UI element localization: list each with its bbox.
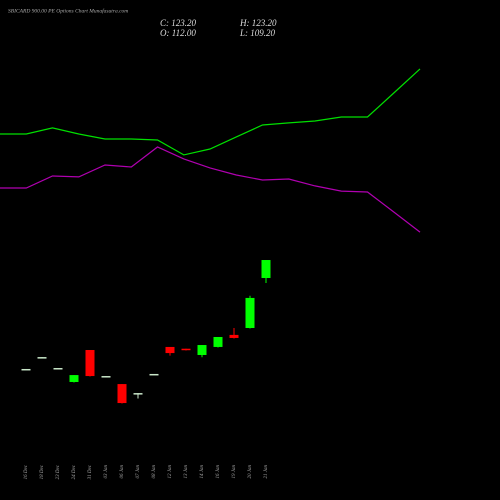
low-label: L: 109.20 (239, 28, 276, 38)
candle-body (181, 348, 191, 351)
indicator-line (0, 146, 421, 233)
candle-body (245, 297, 255, 328)
x-tick-label: 06 Jan (120, 465, 125, 479)
candle-body (69, 375, 79, 382)
indicator-line (0, 68, 421, 156)
x-tick-label: 21 Jan (264, 465, 269, 479)
candle-body (117, 384, 127, 404)
x-tick-label: 03 Jan (104, 465, 109, 479)
candle-body (213, 336, 223, 347)
candle-body (21, 368, 31, 371)
x-tick-label: 16 Jan (216, 465, 221, 479)
candle-body (197, 345, 207, 355)
candle-body (53, 368, 63, 370)
x-tick-label: 16 Dec (24, 464, 29, 479)
x-tick-label: 08 Jan (152, 465, 157, 479)
candle-body (85, 350, 95, 377)
x-tick-label: 19 Jan (232, 465, 237, 479)
x-tick-label: 18 Dec (40, 464, 45, 479)
candle-body (229, 334, 239, 338)
candle-body (165, 346, 175, 354)
chart-title: SBICARD 900.00 PE Options Chart Munafasu… (8, 7, 128, 14)
candle-body (261, 260, 271, 279)
candle-body (149, 373, 159, 376)
high-label: H: 123.20 (239, 18, 277, 28)
x-tick-label: 20 Jan (248, 465, 253, 479)
candle-body (101, 376, 111, 378)
close-label: C: 123.20 (160, 18, 197, 28)
x-tick-label: 07 Jan (136, 465, 141, 479)
candle-body (133, 393, 143, 395)
x-tick-label: 12 Jan (168, 465, 173, 479)
open-label: O: 112.00 (160, 28, 196, 38)
x-tick-label: 31 Dec (88, 464, 93, 479)
x-tick-label: 23 Dec (56, 464, 61, 479)
candle-body (37, 357, 47, 359)
x-tick-label: 13 Jan (184, 465, 189, 479)
x-tick-label: 24 Dec (72, 464, 77, 479)
x-tick-label: 14 Jan (200, 465, 205, 479)
